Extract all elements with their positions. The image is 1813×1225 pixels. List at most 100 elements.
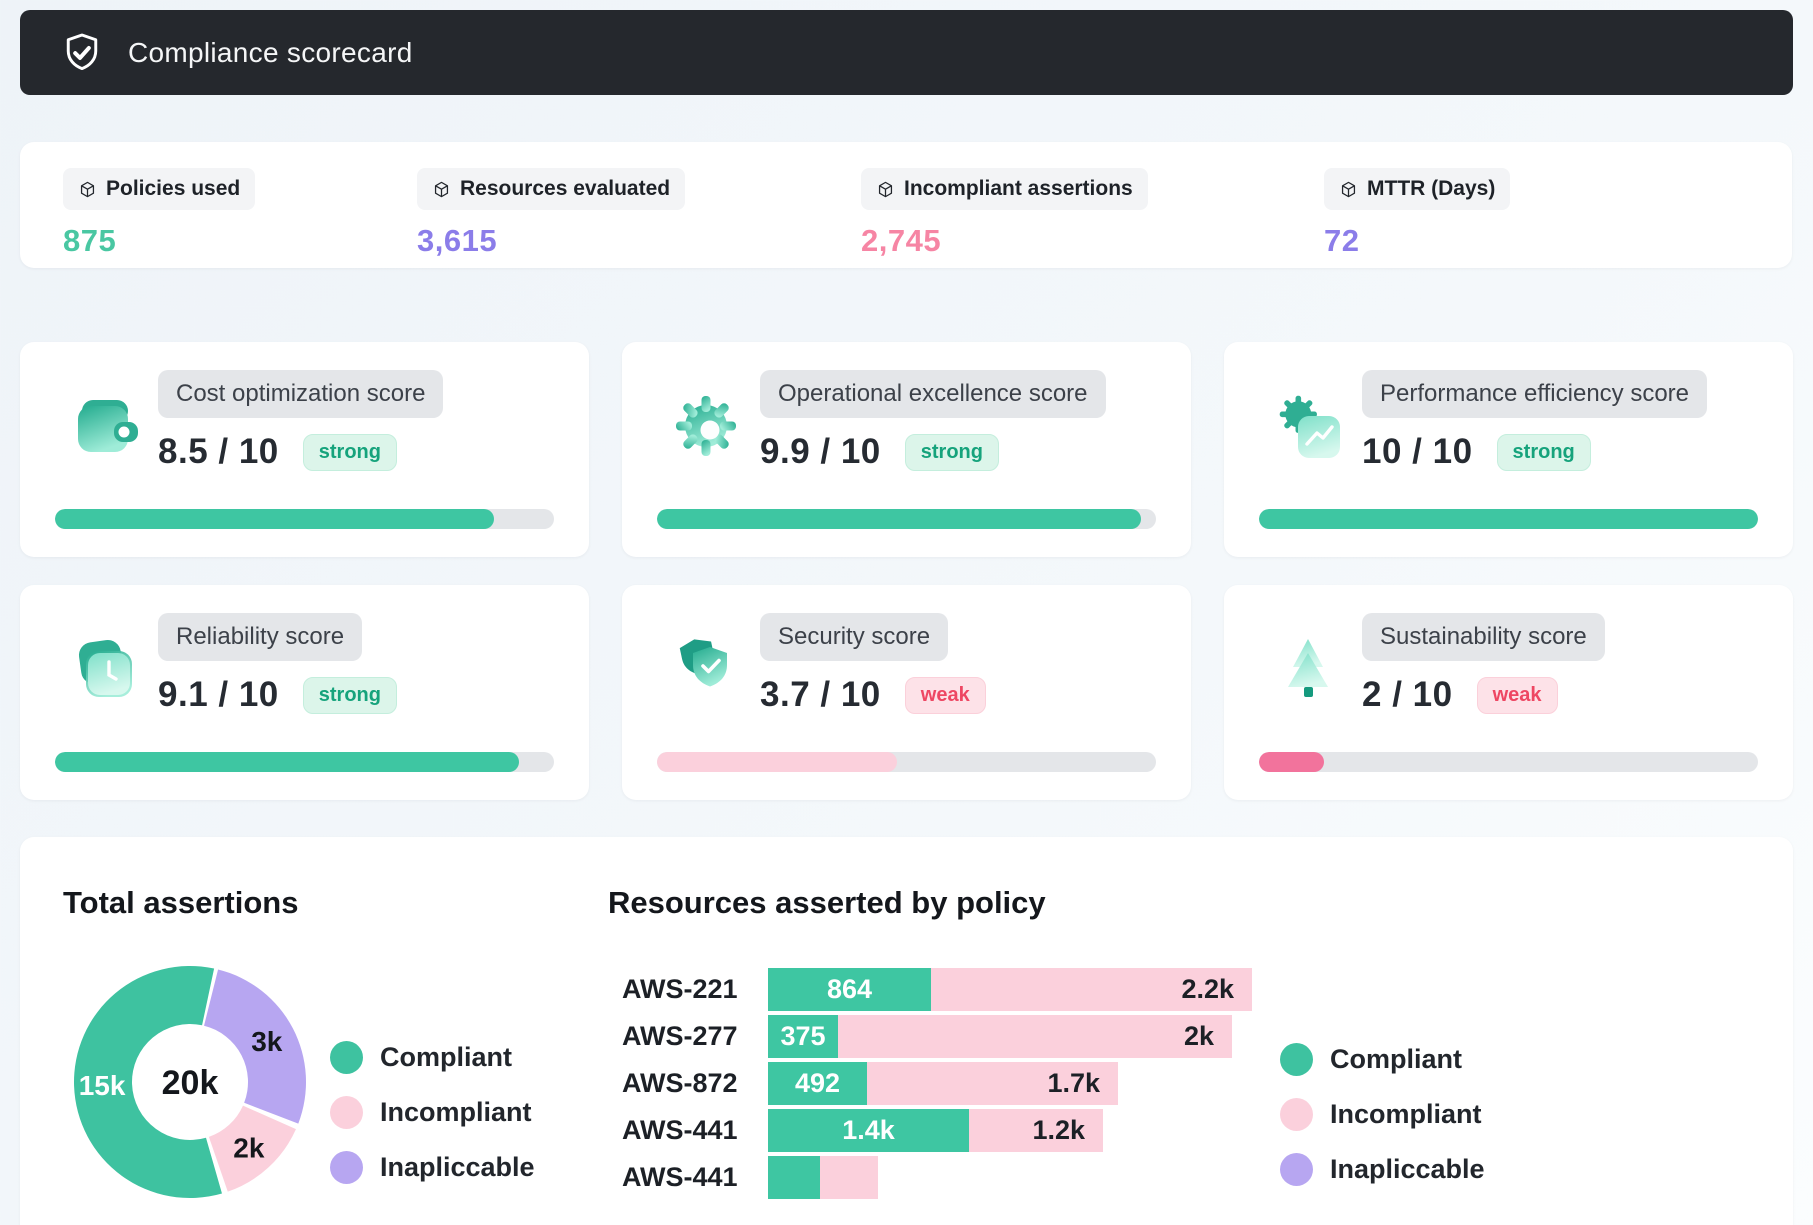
bar-segment-value: 864 (826, 974, 873, 1004)
legend-item-incompliant: Incompliant (330, 1096, 535, 1129)
legend-item-inapliccable: Inapliccable (330, 1151, 535, 1184)
cube-icon (434, 181, 449, 197)
score-progress-track (55, 752, 554, 772)
bar-row: AWS-872 492 1.7k (622, 1062, 1322, 1105)
legend-dot-icon (1280, 1043, 1313, 1076)
bar-segment-compliant: 1.4k (768, 1109, 969, 1152)
stat-value: 2,745 (861, 223, 942, 258)
score-value: 10 / 10 (1362, 432, 1473, 471)
legend-item-compliant: Compliant (1280, 1043, 1485, 1076)
donut-slice-compliant (73, 966, 222, 1198)
legend-dot-icon (330, 1151, 363, 1184)
stat-label: Resources evaluated (460, 177, 671, 200)
score-progress-fill (55, 752, 520, 772)
bar-segment-value: 2.2k (1181, 974, 1234, 1004)
score-value: 9.1 / 10 (158, 675, 279, 714)
stat-incompliant-assertions: Incompliant assertions 2,745 (861, 168, 1148, 259)
bar-row-policy-label: AWS-277 (622, 1021, 738, 1051)
status-badge: strong (302, 676, 397, 714)
stat-label-pill: Policies used (63, 168, 256, 210)
shield-icon (670, 633, 742, 705)
resources-bar-chart: AWS-221 864 2.2k AWS-277 375 2k AWS-872 492 1.7k… (622, 968, 1322, 1203)
donut-slice-label: 2k (233, 1132, 265, 1163)
score-progress-fill (1259, 509, 1758, 529)
clock-icon (68, 633, 140, 705)
score-cards-grid: Cost optimization score 8.5 / 10 strong (20, 342, 1793, 800)
bar-chart-legend: Compliant Incompliant Inapliccable (1280, 1043, 1485, 1208)
score-card-label: Sustainability score (1362, 613, 1605, 661)
bar-row-policy-label: AWS-441 (622, 1115, 738, 1145)
stat-policies-used: Policies used 875 (63, 168, 256, 259)
bar-segment-value: 375 (780, 1021, 826, 1051)
bar-row: AWS-277 375 2k (622, 1015, 1322, 1058)
score-progress-track (657, 752, 1156, 772)
score-progress-track (657, 509, 1156, 529)
bar-row-policy-label: AWS-441 (622, 1162, 738, 1192)
gear-chart-icon (1272, 390, 1344, 462)
stat-resources-evaluated: Resources evaluated 3,615 (417, 168, 686, 259)
bar-segment-value: 1.4k (842, 1115, 895, 1145)
bar-segment-incompliant: 1.2k (969, 1109, 1103, 1152)
score-value: 9.9 / 10 (760, 432, 881, 471)
status-badge: strong (1496, 433, 1591, 471)
legend-label: Compliant (380, 1042, 512, 1072)
bar-segment-value: 492 (794, 1068, 841, 1098)
legend-label: Incompliant (1330, 1099, 1482, 1129)
wallet-icon (68, 390, 140, 462)
legend-dot-icon (330, 1041, 363, 1074)
score-progress-track (1259, 509, 1758, 529)
gear-icon (670, 390, 742, 462)
score-card-label: Reliability score (158, 613, 363, 661)
score-card-operational-excellence: Operational excellence score 9.9 / 10 st… (622, 342, 1191, 557)
bar-chart-title: Resources asserted by policy (608, 885, 1046, 920)
donut-slice-label: 15k (79, 1070, 126, 1101)
score-card-label: Performance efficiency score (1362, 370, 1708, 418)
assertions-panel: Total assertions 3k 2k 15k 20k Compliant Inc… (20, 837, 1793, 1225)
donut-slice-label: 3k (251, 1026, 283, 1057)
score-card-label: Operational excellence score (760, 370, 1106, 418)
status-badge: weak (904, 676, 986, 714)
donut-slice-incompliant (208, 1105, 296, 1192)
bar-segment-incompliant: 2.2k (931, 968, 1252, 1011)
legend-dot-icon (330, 1096, 363, 1129)
cube-icon (80, 181, 95, 197)
score-card-security: Security score 3.7 / 10 weak (622, 585, 1191, 800)
bar-segment-value: 1.2k (1032, 1115, 1085, 1145)
stat-label: MTTR (Days) (1367, 177, 1496, 200)
bar-row-policy-label: AWS-872 (622, 1068, 738, 1098)
bar-row: AWS-441 1.4k 1.2k (622, 1109, 1322, 1152)
legend-item-inapliccable: Inapliccable (1280, 1153, 1485, 1186)
shield-check-icon (60, 31, 104, 75)
bar-segment-compliant: 492 (768, 1062, 867, 1105)
score-card-sustainability: Sustainability score 2 / 10 weak (1224, 585, 1793, 800)
cube-icon (1341, 181, 1356, 197)
stat-value: 875 (63, 223, 117, 258)
donut-legend: Compliant Incompliant Inapliccable (330, 1041, 535, 1206)
legend-label: Inapliccable (1330, 1154, 1485, 1184)
stat-label: Incompliant assertions (904, 177, 1133, 200)
tree-icon (1272, 633, 1344, 705)
status-badge: weak (1476, 676, 1558, 714)
score-progress-fill (657, 752, 897, 772)
legend-item-incompliant: Incompliant (1280, 1098, 1485, 1131)
page-title: Compliance scorecard (128, 36, 413, 68)
stat-value: 3,615 (417, 223, 498, 258)
bar-row-policy-label: AWS-221 (622, 974, 738, 1004)
bar-segment-compliant: 864 (768, 968, 931, 1011)
score-value: 2 / 10 (1362, 675, 1453, 714)
score-card-cost-optimization: Cost optimization score 8.5 / 10 strong (20, 342, 589, 557)
score-card-reliability: Reliability score 9.1 / 10 strong (20, 585, 589, 800)
legend-label: Incompliant (380, 1097, 532, 1127)
stat-mttr: MTTR (Days) 72 (1324, 168, 1511, 259)
bar-segment-incompliant: 2k (838, 1015, 1232, 1058)
donut-center-total: 20k (162, 1064, 219, 1102)
stat-value: 72 (1324, 223, 1360, 258)
score-progress-fill (1259, 752, 1324, 772)
score-progress-fill (657, 509, 1142, 529)
status-badge: strong (904, 433, 999, 471)
donut-chart-title: Total assertions (63, 885, 299, 920)
stat-label-pill: MTTR (Days) (1324, 168, 1511, 210)
bar-row: AWS-221 864 2.2k (622, 968, 1322, 1011)
score-progress-fill (55, 509, 495, 529)
score-card-performance-efficiency: Performance efficiency score 10 / 10 str… (1224, 342, 1793, 557)
